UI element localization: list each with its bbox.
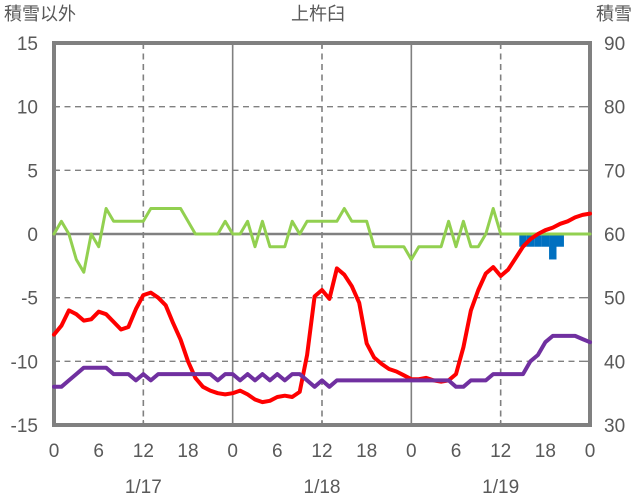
blue-bars [519, 234, 527, 247]
hour-label: 6 [451, 441, 462, 462]
hour-label: 18 [356, 441, 377, 462]
left-axis-label: 5 [27, 161, 38, 182]
blue-bars [534, 234, 542, 247]
hour-label: 12 [490, 441, 511, 462]
date-label: 1/18 [304, 477, 341, 498]
left-axis-label: 10 [17, 98, 38, 119]
blue-bars [549, 234, 557, 260]
left-axis-title: 積雪以外 [4, 4, 76, 24]
hour-label: 18 [535, 441, 556, 462]
left-axis-label: 15 [17, 34, 38, 55]
green-line [52, 207, 592, 274]
left-axis-label: -5 [21, 289, 38, 310]
left-axis-label: -10 [11, 352, 38, 373]
left-axis-label: -15 [11, 416, 38, 437]
hour-label: 0 [406, 441, 417, 462]
right-axis-label: 90 [604, 34, 625, 55]
hour-label: 0 [227, 441, 238, 462]
right-axis-label: 70 [604, 161, 625, 182]
purple-line [52, 333, 592, 389]
hour-label: 18 [177, 441, 198, 462]
right-axis-title: 積雪 [596, 4, 632, 24]
hour-label: 0 [49, 441, 60, 462]
red-line [52, 211, 592, 405]
date-label: 1/19 [482, 477, 519, 498]
chart-title: 上杵臼 [291, 4, 345, 24]
blue-bars [556, 234, 564, 247]
hour-label: 12 [311, 441, 332, 462]
hour-label: 0 [585, 441, 596, 462]
hour-label: 12 [133, 441, 154, 462]
right-axis-label: 30 [604, 416, 625, 437]
right-axis-label: 80 [604, 98, 625, 119]
left-axis-label: 0 [27, 225, 38, 246]
date-label: 1/17 [125, 477, 162, 498]
right-axis-label: 60 [604, 225, 625, 246]
hour-label: 6 [272, 441, 283, 462]
blue-bars [541, 234, 550, 247]
right-axis-label: 40 [604, 352, 625, 373]
hour-label: 6 [93, 441, 104, 462]
right-axis-label: 50 [604, 289, 625, 310]
